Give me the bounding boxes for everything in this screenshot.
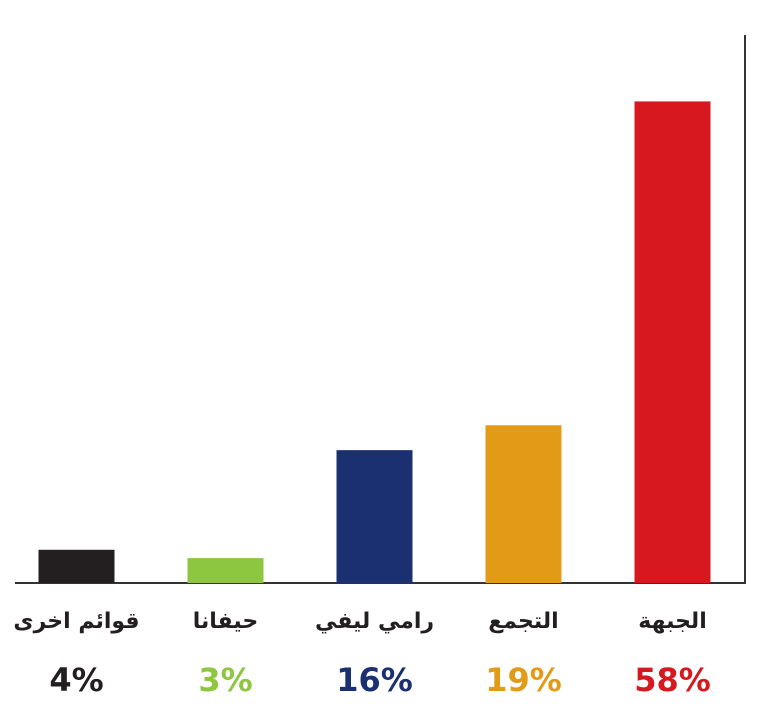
value-label: 16% xyxy=(336,661,413,699)
bar xyxy=(336,450,413,583)
bar xyxy=(634,101,711,583)
bar xyxy=(485,425,562,583)
value-label: 4% xyxy=(49,661,103,699)
value-label: 19% xyxy=(485,661,562,699)
category-label: قوائم اخرى xyxy=(13,609,139,634)
value-label: 3% xyxy=(198,661,252,699)
category-label: التجمع xyxy=(488,609,558,634)
bar xyxy=(187,558,264,583)
bar xyxy=(38,549,115,583)
category-label: حيفانا xyxy=(193,609,258,634)
category-label: رامي ليفي xyxy=(315,609,434,634)
value-label: 58% xyxy=(634,661,711,699)
category-label: الجبهة xyxy=(638,609,707,634)
